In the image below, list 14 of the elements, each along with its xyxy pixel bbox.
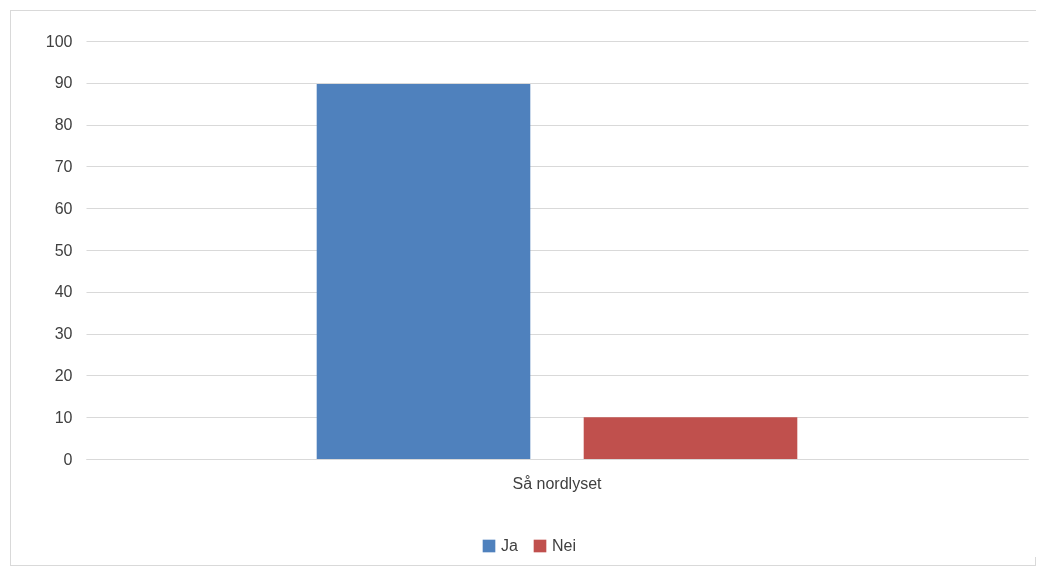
y-tick-label: 10 <box>54 408 73 426</box>
y-tick-label: 30 <box>54 325 73 343</box>
legend-label: Nei <box>552 537 577 554</box>
legend-label: Ja <box>501 537 518 554</box>
x-tick-label: Så nordlyset <box>512 474 603 492</box>
y-tick-label: 0 <box>63 450 73 468</box>
y-tick-label: 50 <box>54 241 73 259</box>
y-tick-label: 70 <box>54 157 73 175</box>
y-tick-label: 90 <box>54 74 73 92</box>
y-tick-label: 40 <box>54 283 73 301</box>
y-tick-label: 100 <box>45 32 73 50</box>
y-tick-label: 80 <box>54 116 73 134</box>
y-tick-label: 60 <box>54 199 73 217</box>
y-tick-label: 20 <box>54 366 73 384</box>
